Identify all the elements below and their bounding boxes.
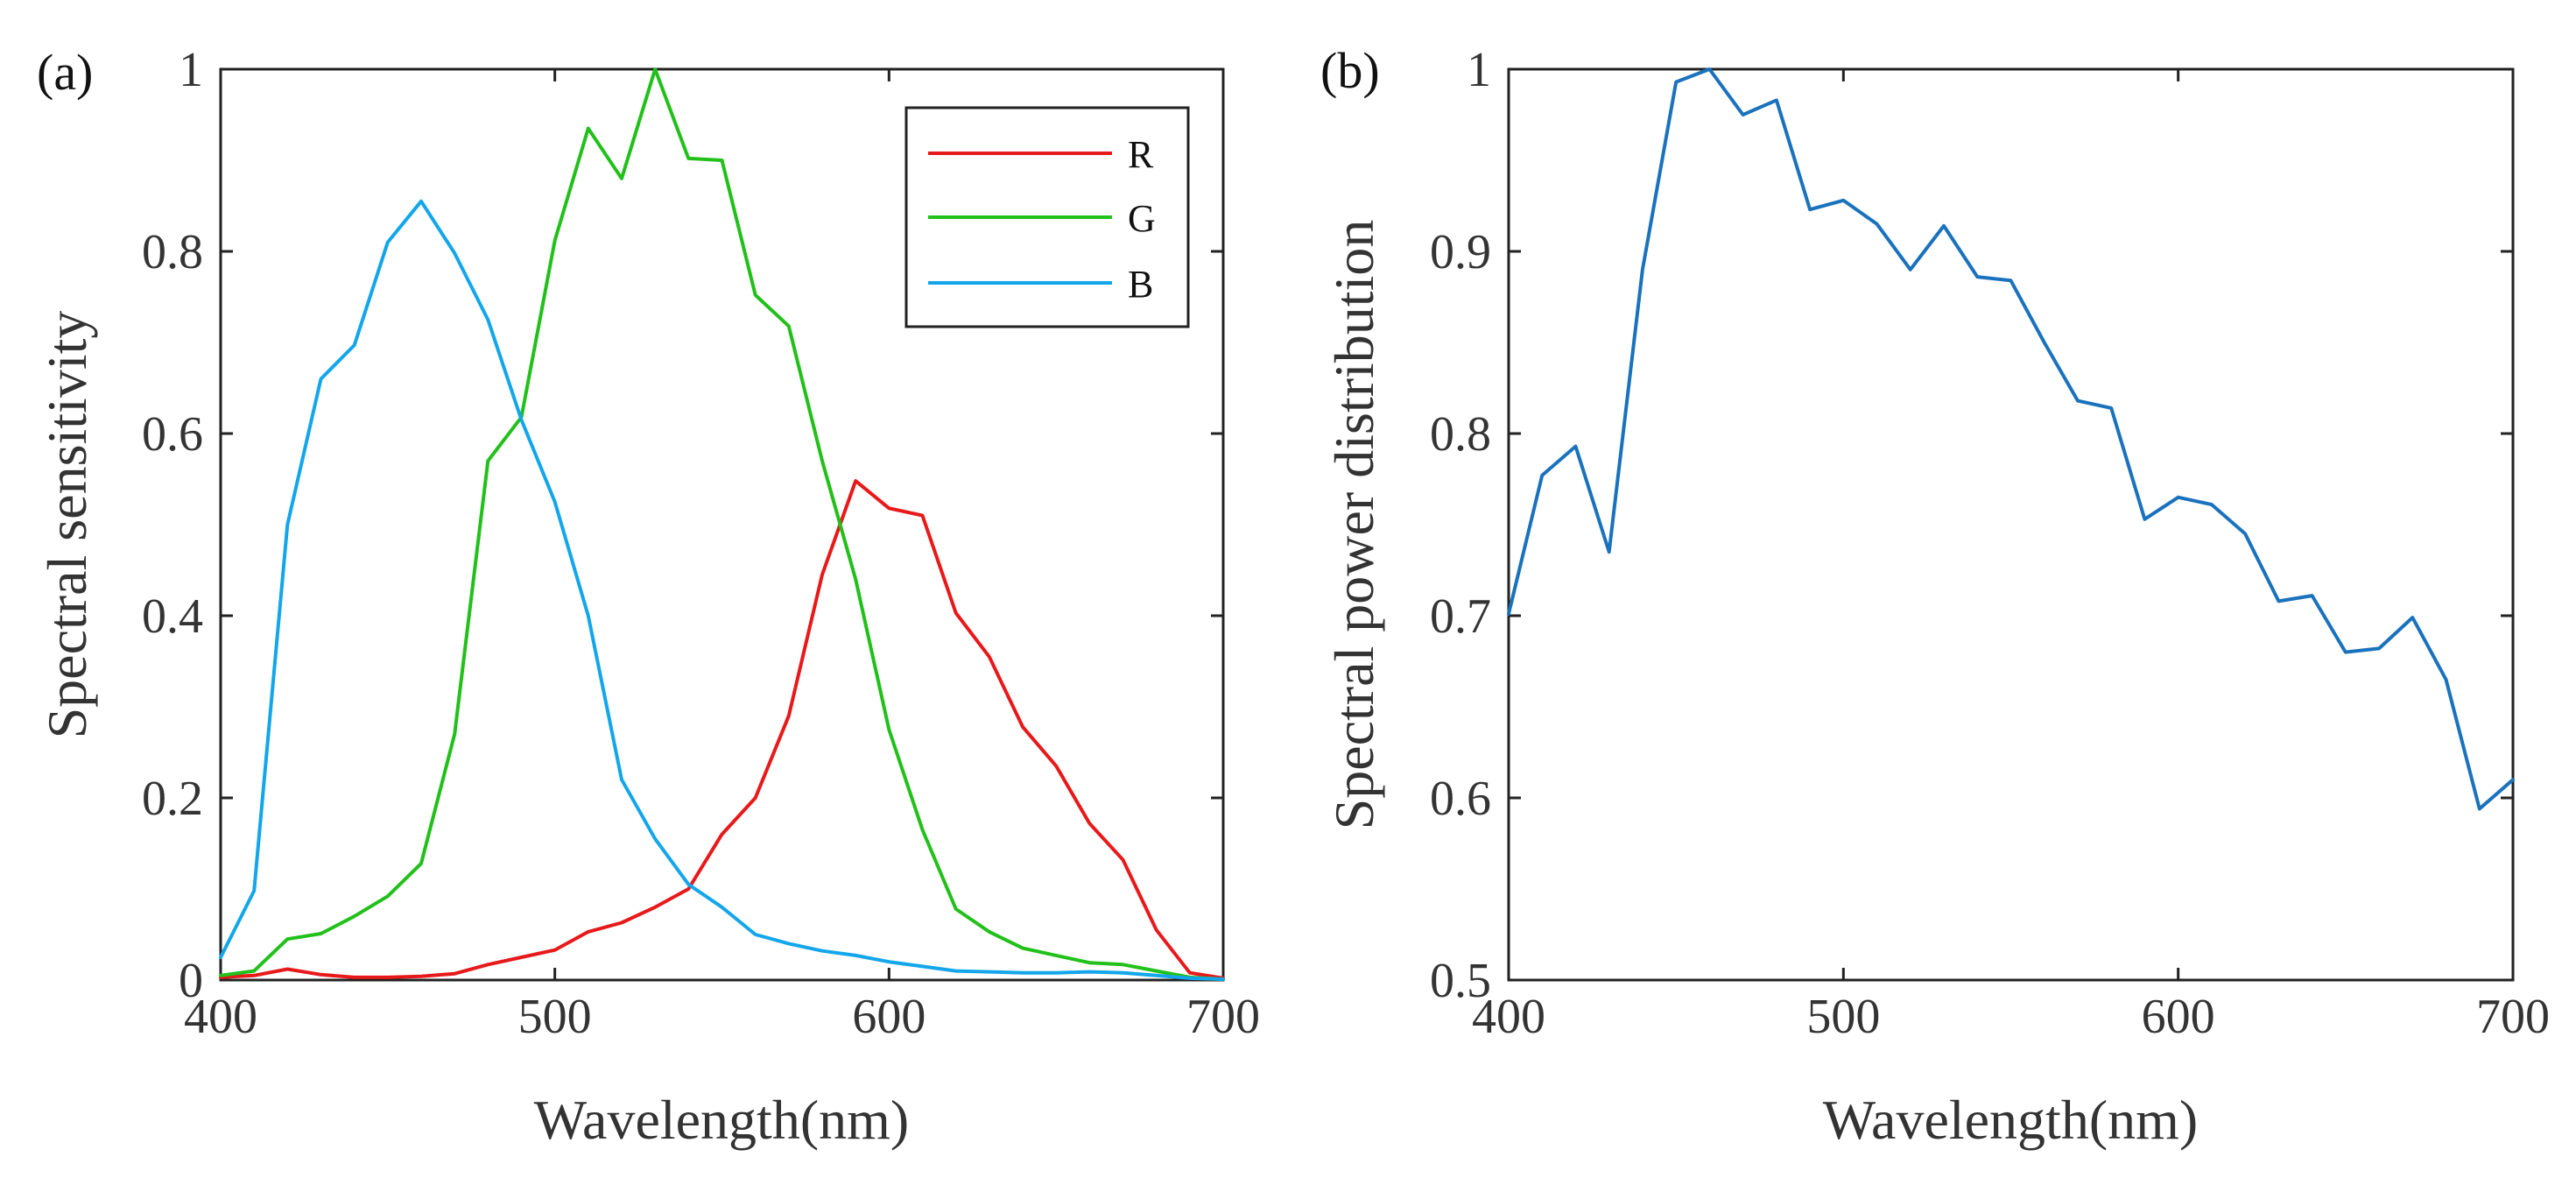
legend-label-b: B (1128, 263, 1153, 306)
y-tick-label: 0.7 (1430, 589, 1491, 644)
y-tick-label: 0.6 (142, 407, 203, 462)
panel-a-ylabel: Spectral sensitivity (36, 311, 98, 739)
panel-b-ylabel: Spectral power distribution (1323, 220, 1385, 830)
panel-b: (b) 400 500 600 700 0.5 0.6 0.7 0.8 0.9 1 Wavelen… (1320, 42, 2550, 1151)
panel-a: (a) 400 500 600 700 0 0.2 0.4 0.6 0.8 1 Wavelengt… (36, 43, 1260, 1151)
panel-b-ticks: 400 500 600 700 0.5 0.6 0.7 0.8 0.9 1 (1430, 43, 2550, 1044)
y-tick-label: 0 (179, 954, 203, 1008)
panel-b-xlabel: Wavelength(nm) (1823, 1089, 2198, 1151)
y-tick-label: 0.2 (142, 772, 203, 826)
panel-b-axes-box (1507, 67, 2515, 982)
legend-label-g: G (1128, 197, 1156, 240)
panel-a-xlabel: Wavelength(nm) (534, 1089, 909, 1151)
y-tick-label: 0.6 (1430, 772, 1491, 826)
panel-a-ticks: 400 500 600 700 0 0.2 0.4 0.6 0.8 1 (142, 43, 1260, 1044)
panel-b-label: (b) (1320, 42, 1380, 99)
x-tick-label: 400 (1472, 990, 1545, 1044)
x-tick-label: 500 (518, 990, 592, 1044)
y-tick-label: 0.5 (1430, 954, 1491, 1008)
y-tick-label: 0.9 (1430, 225, 1491, 279)
panel-a-series (219, 67, 1225, 981)
x-tick-label: 400 (184, 990, 257, 1044)
series-line-spd (1507, 67, 2515, 811)
legend-label-r: R (1128, 133, 1154, 176)
x-tick-label: 600 (2142, 990, 2215, 1044)
x-tick-label: 700 (1186, 990, 1260, 1044)
y-tick-label: 1 (179, 43, 203, 97)
y-tick-label: 0.4 (142, 589, 203, 644)
x-tick-label: 600 (852, 990, 926, 1044)
x-tick-label: 500 (1806, 990, 1880, 1044)
x-tick-label: 700 (2476, 990, 2550, 1044)
panel-a-label: (a) (37, 44, 93, 101)
series-line-b (219, 199, 1225, 981)
panel-a-legend: R G B (904, 106, 1190, 328)
y-tick-label: 0.8 (1430, 407, 1491, 462)
panel-a-axes-box (219, 67, 1225, 982)
series-line-r (219, 479, 1225, 980)
panel-b-series (1507, 67, 2515, 811)
series-line-g (219, 67, 1225, 981)
y-tick-label: 1 (1467, 43, 1491, 97)
y-tick-label: 0.8 (142, 225, 203, 279)
